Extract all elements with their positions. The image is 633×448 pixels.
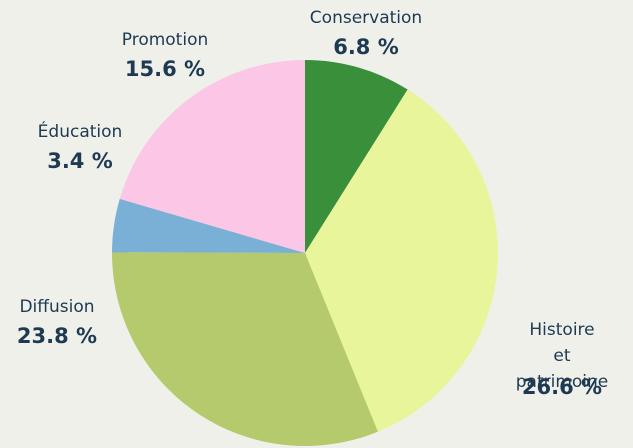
slice-label: Conservation (309, 8, 423, 28)
slice-label: Diffusion (19, 297, 95, 317)
pie-slice (112, 198, 305, 253)
pie-slice (119, 60, 305, 253)
slice-label: Promotion (121, 30, 209, 50)
value-label: 3.4 % (47, 149, 113, 173)
value-label: 15.6 % (124, 57, 206, 81)
value-label: 26.6 % (521, 375, 603, 399)
pie-slice (305, 89, 498, 432)
slice-label: Éducation (37, 122, 123, 142)
pie-slice (305, 60, 408, 253)
pie-slice (112, 252, 378, 446)
value-label: 23.8 % (16, 324, 98, 348)
slice-label: Histoire et patrimoine (515, 320, 609, 392)
value-label: 6.8 % (333, 35, 399, 59)
